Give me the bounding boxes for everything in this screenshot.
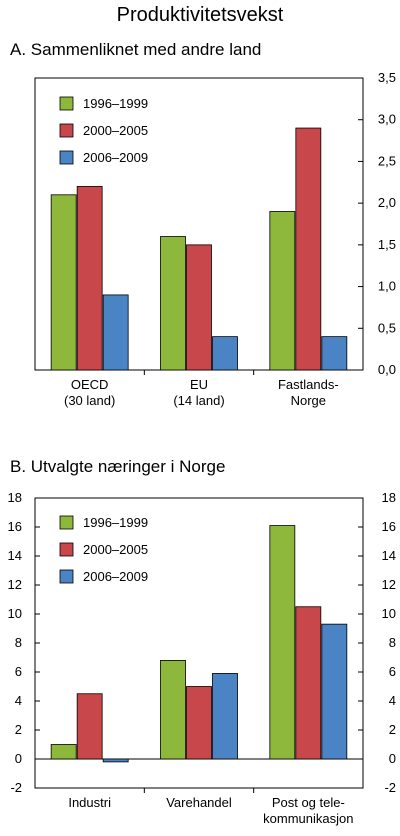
panel-b-category-label: kommunikasjon [263,811,353,826]
panel-a-legend-label: 1996–1999 [83,96,148,111]
panel-a-right-tick-label: 3,5 [378,70,396,85]
panel-a-bar-1 [269,211,296,371]
panel-b-left-tick-label: 16 [8,519,22,534]
panel-b-bar-3 [212,673,238,760]
panel-b-legend-label: 1996–1999 [83,515,148,530]
panel-b-right-tick-label: 10 [382,606,396,621]
panel-a-bar-1 [160,236,186,371]
panel-b-right-tick-label: -2 [384,780,396,795]
panel-b-right-tick-label: 8 [389,635,396,650]
panel-b-left-tick-label: 4 [15,693,22,708]
panel-a-right-tick-label: 1,5 [378,237,396,252]
panel-a-legend-swatch [59,123,74,138]
panel-a-bar-3 [321,336,348,371]
panel-b-left-tick-label: 0 [15,751,22,766]
panel-b-bar-2 [295,606,322,760]
panel-b-left-tick-label: 10 [8,606,22,621]
panel-a-title: A. Sammenliknet med andre land [10,40,262,59]
panel-a-category-label: (14 land) [173,393,224,408]
panel-a-bar-2 [295,127,322,371]
panel-b-right-tick-label: 4 [389,693,396,708]
panel-a-bar-1 [50,194,77,371]
panel-b-bar-1 [269,525,296,760]
panel-b-bar-2 [76,693,103,760]
panel-b-bar-2 [186,686,212,760]
panel-a-right-tick-label: 3,0 [378,112,396,127]
panel-b-bar-1 [160,660,186,760]
panel-b-bar-1 [50,744,77,760]
panel-a-category-label: Norge [291,393,326,408]
panel-a-bar-3 [102,294,129,371]
panel-a-legend-swatch [59,150,74,165]
panel-b-category-label: Post og tele- [272,795,345,810]
panel-b-right-tick-label: 6 [389,664,396,679]
panel-b-left-tick-label: -2 [10,780,22,795]
panel-a-category-label: Fastlands- [278,377,339,392]
panel-b-legend-swatch [59,515,74,530]
panel-b-category-label: Varehandel [166,795,232,810]
panel-b-category-label: Industri [68,795,111,810]
panel-a-category-label: EU [190,377,208,392]
panel-b-left-tick-label: 2 [15,722,22,737]
panel-b-legend-label: 2000–2005 [83,542,148,557]
panel-b-bar-3 [321,623,348,760]
panel-a-category-label: OECD [71,377,109,392]
panel-a-right-tick-label: 1,0 [378,279,396,294]
panel-b-bar-3 [102,758,129,763]
panel-b-right-tick-label: 2 [389,722,396,737]
panel-b-legend-label: 2006–2009 [83,569,148,584]
panel-b-right-tick-label: 18 [382,490,396,505]
panel-b-left-tick-label: 12 [8,577,22,592]
panel-b-right-tick-label: 14 [382,548,396,563]
figure-title: Produktivitetsvekst [116,4,284,26]
panel-b-left-tick-label: 14 [8,548,22,563]
panel-b-legend-swatch [59,542,74,557]
panel-b-left-tick-label: 18 [8,490,22,505]
panel-b-right-tick-label: 16 [382,519,396,534]
panel-b-left-tick-label: 6 [15,664,22,679]
panel-a-right-tick-label: 0,5 [378,320,396,335]
panel-a-right-tick-label: 0,0 [378,362,396,377]
panel-a-category-label: (30 land) [64,393,115,408]
panel-a-legend-label: 2006–2009 [83,150,148,165]
panel-b-right-tick-label: 12 [382,577,396,592]
panel-b-left-tick-label: 8 [15,635,22,650]
panel-b-legend-swatch [59,569,74,584]
panel-b-right-tick-label: 0 [389,751,396,766]
panel-b-title: B. Utvalgte næringer i Norge [10,457,226,476]
panel-a-bar-2 [186,244,212,371]
panel-a-right-tick-label: 2,5 [378,153,396,168]
panel-a-right-tick-label: 2,0 [378,195,396,210]
panel-a-bar-3 [212,336,238,371]
panel-a-bar-2 [76,186,103,371]
panel-a-legend-label: 2000–2005 [83,123,148,138]
panel-a-legend-swatch [59,96,74,111]
